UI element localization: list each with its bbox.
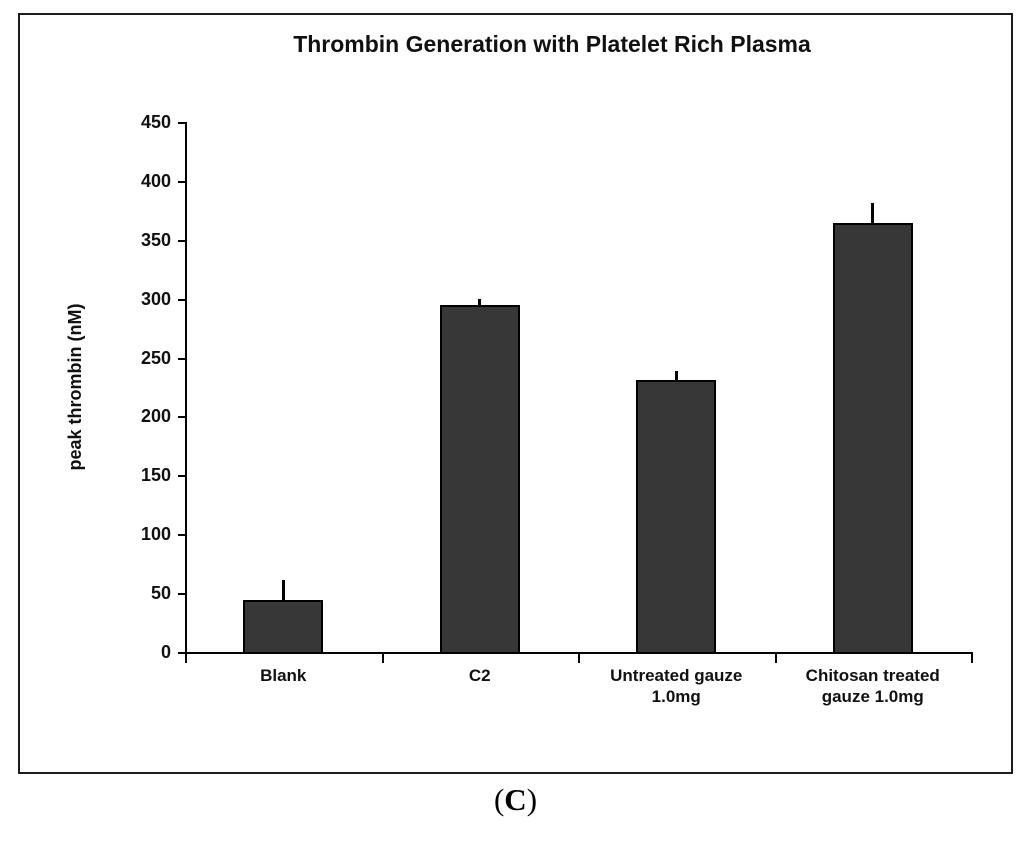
x-axis-line — [185, 652, 973, 654]
x-category-label: C2 — [468, 666, 491, 685]
bar-blank — [243, 599, 324, 654]
x-tick-mark — [971, 654, 973, 663]
y-tick-label: 50 — [150, 583, 171, 604]
error-bar — [281, 579, 285, 600]
error-bar — [674, 371, 678, 380]
y-tick-label: 300 — [140, 288, 171, 309]
caption-close-paren: ) — [526, 782, 538, 817]
x-tick-mark — [185, 654, 187, 663]
caption-open-paren: ( — [493, 782, 505, 817]
plot-area: 450 400 350 300 250 200 150 100 50 0 Blank C2 Untrea… — [20, 15, 1011, 772]
y-tick-mark — [178, 180, 185, 183]
y-tick-label: 200 — [140, 406, 171, 427]
y-tick-mark — [178, 122, 185, 124]
x-tick-mark — [774, 654, 777, 663]
y-tick-mark — [178, 239, 185, 242]
y-tick-label: 250 — [140, 347, 171, 368]
y-tick-mark — [178, 357, 185, 360]
y-tick-mark — [178, 475, 185, 478]
x-category-label: Untreated gauze 1.0mg — [610, 666, 743, 706]
chart-title: Thrombin Generation with Platelet Rich P… — [293, 31, 811, 57]
bar-untreated-gauze-1-0mg — [636, 379, 717, 654]
y-tick-label: 450 — [140, 112, 171, 132]
y-tick-mark — [178, 652, 185, 654]
x-category-label: Chitosan treated gauze 1.0mg — [805, 666, 940, 706]
bar-chitosan-treated-gauze-1-0mg — [832, 222, 913, 654]
y-tick-label: 350 — [140, 229, 171, 250]
y-axis-title: peak thrombin (nM) — [65, 303, 85, 471]
caption-letter: C — [504, 782, 527, 817]
x-tick-mark — [578, 654, 580, 663]
y-tick-mark — [178, 416, 185, 419]
y-axis-line — [185, 122, 187, 654]
x-category-label: Blank — [260, 666, 307, 685]
y-tick-label: 100 — [140, 524, 171, 545]
bar-c2 — [439, 305, 520, 654]
error-bar — [871, 202, 875, 223]
y-tick-label: 150 — [140, 465, 171, 486]
figure-caption: (C) — [18, 782, 1013, 818]
chart-figure-box: Thrombin Generation with Platelet Rich P… — [18, 13, 1013, 774]
y-tick-label: 400 — [140, 170, 171, 191]
y-tick-mark — [178, 534, 185, 537]
error-bar — [478, 299, 482, 306]
x-tick-mark — [381, 654, 384, 663]
y-tick-mark — [178, 298, 185, 301]
y-tick-mark — [178, 593, 185, 596]
y-tick-label: 0 — [160, 642, 171, 662]
